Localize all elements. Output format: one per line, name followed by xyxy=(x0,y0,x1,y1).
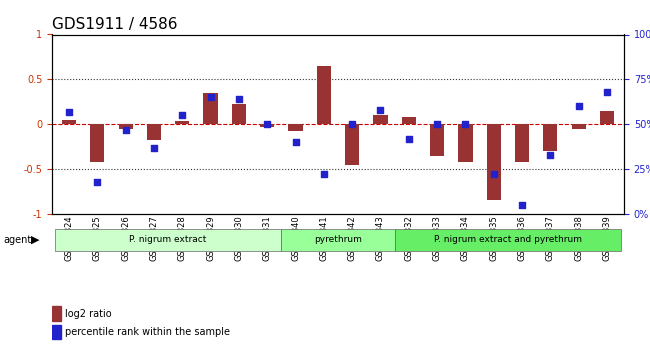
Bar xyxy=(345,124,359,165)
Text: P. nigrum extract: P. nigrum extract xyxy=(129,235,207,244)
Bar xyxy=(373,115,387,124)
Bar xyxy=(600,111,614,124)
Text: pyrethrum: pyrethrum xyxy=(314,235,362,244)
Bar xyxy=(543,124,558,151)
Text: percentile rank within the sample: percentile rank within the sample xyxy=(64,327,229,337)
Point xyxy=(149,145,159,150)
Point xyxy=(489,172,499,177)
Point xyxy=(64,109,74,115)
Bar xyxy=(402,117,416,124)
Bar xyxy=(52,325,60,339)
Bar xyxy=(458,124,473,162)
Point xyxy=(460,121,471,127)
Point xyxy=(545,152,556,157)
Point xyxy=(347,121,358,127)
Bar xyxy=(147,124,161,140)
Point xyxy=(262,121,272,127)
Bar xyxy=(118,124,133,129)
Bar xyxy=(90,124,105,162)
Text: log2 ratio: log2 ratio xyxy=(64,309,111,319)
Text: GDS1911 / 4586: GDS1911 / 4586 xyxy=(52,17,177,32)
Point xyxy=(92,179,103,184)
Point xyxy=(602,89,612,95)
Bar xyxy=(430,124,444,156)
Bar xyxy=(487,124,501,200)
Point xyxy=(318,172,329,177)
Text: P. nigrum extract and pyrethrum: P. nigrum extract and pyrethrum xyxy=(434,235,582,244)
FancyBboxPatch shape xyxy=(281,229,395,250)
Point xyxy=(177,112,187,118)
Bar xyxy=(571,124,586,129)
Point xyxy=(573,104,584,109)
Bar xyxy=(176,121,189,124)
Point xyxy=(291,139,301,145)
Point xyxy=(205,95,216,100)
FancyBboxPatch shape xyxy=(55,229,281,250)
Bar xyxy=(203,93,218,124)
Text: agent: agent xyxy=(3,235,31,245)
Text: ▶: ▶ xyxy=(31,235,40,245)
Bar xyxy=(232,105,246,124)
Bar xyxy=(317,66,331,124)
Point xyxy=(432,121,442,127)
Point xyxy=(120,127,131,132)
FancyBboxPatch shape xyxy=(395,229,621,250)
Point xyxy=(517,202,527,208)
Point xyxy=(234,96,244,102)
Bar xyxy=(62,120,76,124)
Point xyxy=(404,136,414,141)
Bar xyxy=(52,306,60,321)
Bar xyxy=(289,124,303,131)
Bar xyxy=(260,124,274,127)
Bar xyxy=(515,124,529,162)
Point xyxy=(375,107,385,112)
